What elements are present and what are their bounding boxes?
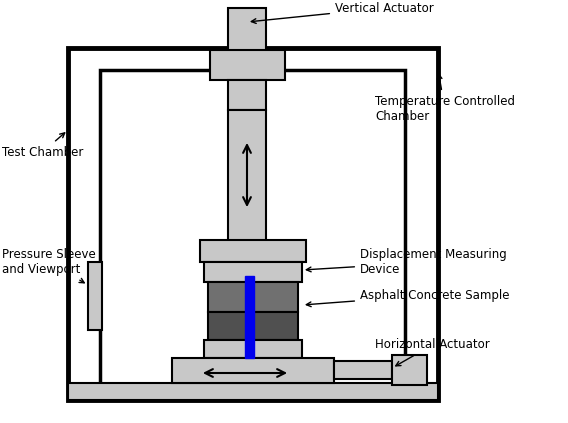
Bar (204, 340, 302, 358)
Text: Temperature Controlled
Chamber: Temperature Controlled Chamber (375, 74, 515, 123)
Bar (228, 80, 266, 110)
Text: Horizontal Actuator: Horizontal Actuator (375, 338, 490, 366)
Bar (68, 383, 438, 400)
Bar (245, 276, 254, 358)
Bar (200, 240, 306, 262)
Bar (334, 361, 392, 379)
Bar (100, 70, 405, 385)
Text: Pressure Sleeve
and Viewport: Pressure Sleeve and Viewport (2, 248, 96, 283)
Text: Test Chamber: Test Chamber (2, 133, 83, 159)
Text: Vertical Actuator: Vertical Actuator (251, 2, 434, 23)
Bar (68, 48, 438, 400)
Bar (88, 262, 102, 330)
Bar (208, 312, 298, 340)
Bar (204, 262, 302, 282)
Text: Asphalt Concrete Sample: Asphalt Concrete Sample (306, 288, 509, 307)
Bar (392, 355, 427, 385)
Bar (228, 110, 266, 245)
Bar (208, 282, 298, 312)
Bar (210, 50, 285, 80)
Bar (228, 8, 266, 63)
Bar (172, 358, 334, 383)
Text: Displacement Measuring
Device: Displacement Measuring Device (306, 248, 507, 276)
